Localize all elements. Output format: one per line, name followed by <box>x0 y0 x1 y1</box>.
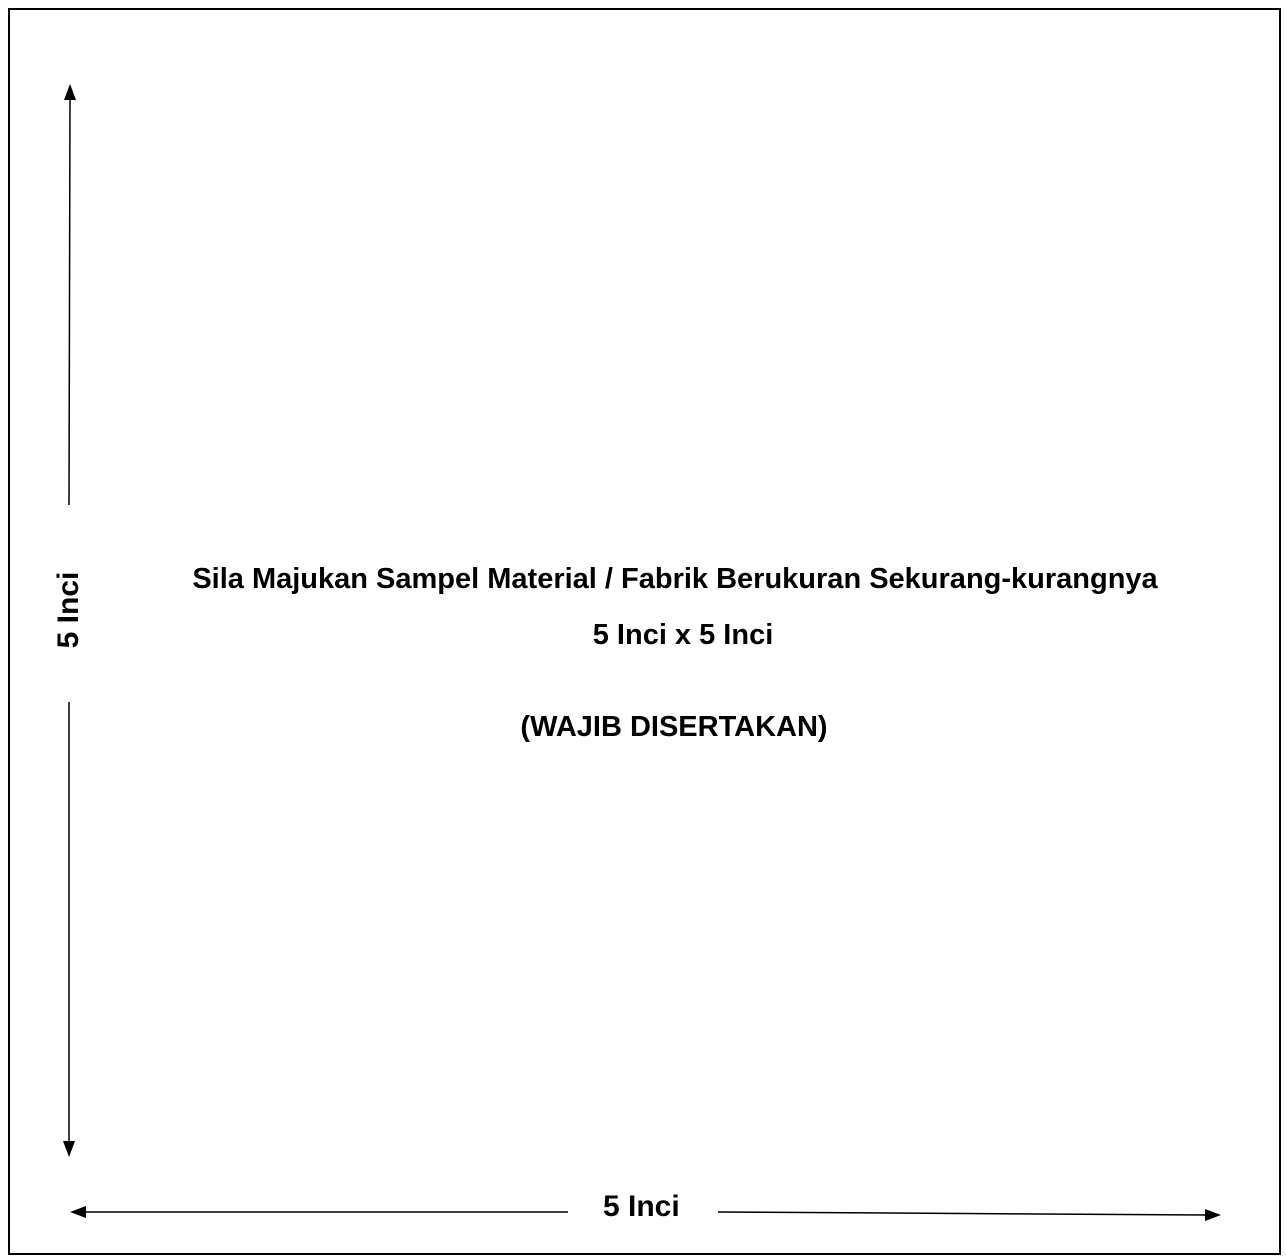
arrow-right-icon <box>1205 1209 1221 1221</box>
horizontal-arrow-right-line <box>717 1211 1207 1216</box>
arrow-up-icon <box>64 84 76 100</box>
vertical-arrow-upper-line <box>68 97 71 506</box>
size-requirement-text: 5 Inci x 5 Inci <box>592 619 774 651</box>
arrow-left-icon <box>70 1206 86 1218</box>
arrow-down-icon <box>63 1141 75 1157</box>
vertical-dimension-arrow <box>63 84 76 1157</box>
sample-frame <box>8 8 1281 1255</box>
horizontal-dimension-arrow <box>70 1206 1221 1221</box>
width-dimension-label: 5 Inci <box>603 1190 680 1223</box>
instruction-text: Sila Majukan Sampel Material / Fabrik Be… <box>192 563 1158 595</box>
height-dimension-label: 5 Inci <box>52 571 85 649</box>
mandatory-note: (WAJIB DISERTAKAN) <box>520 711 828 743</box>
